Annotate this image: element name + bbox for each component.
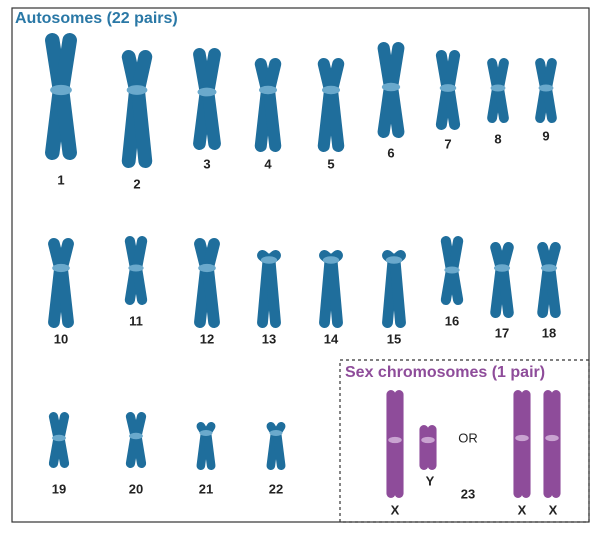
centromere bbox=[538, 84, 554, 92]
chromosome-label: 4 bbox=[264, 156, 272, 171]
chromatid-arm bbox=[201, 48, 221, 99]
centromere bbox=[199, 429, 213, 437]
chromosome-label: 2 bbox=[133, 176, 140, 191]
chromatid-arm bbox=[326, 254, 343, 329]
chromosome-label: 12 bbox=[200, 331, 214, 346]
autosomes-title: Autosomes (22 pairs) bbox=[15, 10, 178, 27]
sex-box bbox=[339, 359, 590, 523]
centromere bbox=[126, 85, 148, 95]
chromatid-arm bbox=[497, 262, 514, 318]
sex-label: Y bbox=[426, 473, 435, 488]
centromere bbox=[515, 434, 529, 442]
chromatid-arm bbox=[443, 82, 461, 130]
chromatid-arm bbox=[131, 83, 153, 168]
sex-label: 23 bbox=[461, 486, 475, 501]
chromosome-label: 1 bbox=[57, 172, 64, 187]
centromere bbox=[421, 436, 435, 444]
chromatid-arm bbox=[55, 433, 70, 468]
centromere bbox=[258, 85, 278, 95]
chromatid-arm bbox=[385, 80, 405, 138]
chromosome-label: 7 bbox=[444, 136, 451, 151]
centromere bbox=[439, 84, 457, 92]
chromatid-arm bbox=[389, 254, 406, 329]
chromatid-arm bbox=[325, 83, 345, 153]
centromere bbox=[322, 256, 340, 264]
centromere bbox=[52, 434, 66, 442]
chromatid-arm bbox=[264, 254, 281, 329]
chromatid-arm bbox=[202, 428, 216, 471]
chromosome-label: 17 bbox=[495, 325, 509, 340]
centromere bbox=[388, 436, 402, 444]
chromosome-label: 9 bbox=[542, 128, 549, 143]
chromosome-label: 11 bbox=[129, 313, 143, 328]
frame bbox=[11, 7, 590, 523]
chromatid-arm bbox=[542, 83, 557, 123]
chromatid-arm bbox=[544, 262, 561, 318]
chromosome-label: 3 bbox=[203, 156, 210, 171]
centromere bbox=[385, 256, 403, 264]
chromatid-arm bbox=[54, 33, 77, 98]
chromosome-label: 14 bbox=[324, 331, 339, 346]
chromatid-arm bbox=[132, 431, 147, 468]
chromosome-label: 22 bbox=[269, 481, 283, 496]
chromatid-arm bbox=[447, 264, 464, 306]
chromosome-label: 20 bbox=[129, 481, 143, 496]
chromatid-arm bbox=[494, 83, 509, 123]
chromatid-arm bbox=[262, 83, 282, 153]
chromatid-arm bbox=[202, 262, 220, 328]
chromatid-arm bbox=[56, 262, 74, 328]
chromosome-label: 8 bbox=[494, 131, 501, 146]
centromere bbox=[493, 264, 511, 272]
sex-label: X bbox=[549, 502, 558, 517]
centromere bbox=[540, 264, 558, 272]
chromosome-label: 5 bbox=[327, 156, 334, 171]
chromatid-arm bbox=[201, 85, 221, 151]
centromere bbox=[444, 266, 460, 274]
chromatid-arm bbox=[272, 428, 286, 471]
centromere bbox=[321, 85, 341, 95]
chromosome-label: 16 bbox=[445, 313, 459, 328]
chromosome-label: 15 bbox=[387, 331, 401, 346]
chromosome-label: 19 bbox=[52, 481, 66, 496]
chromosome-label: 6 bbox=[387, 145, 394, 160]
chromosome-label: 10 bbox=[54, 331, 68, 346]
centromere bbox=[269, 429, 283, 437]
chromatid-arm bbox=[385, 41, 405, 94]
centromere bbox=[198, 263, 216, 273]
sex-title: Sex chromosomes (1 pair) bbox=[345, 364, 545, 381]
centromere bbox=[545, 434, 559, 442]
sex-label: OR bbox=[458, 430, 478, 445]
sex-label: X bbox=[518, 502, 527, 517]
chromosome-label: 13 bbox=[262, 331, 276, 346]
chromatid-arm bbox=[54, 82, 77, 161]
chromatid-arm bbox=[131, 262, 148, 306]
centromere bbox=[260, 256, 278, 264]
centromere bbox=[490, 84, 506, 92]
chromosome-label: 21 bbox=[199, 481, 213, 496]
centromere bbox=[129, 432, 143, 440]
centromere bbox=[128, 264, 144, 272]
centromere bbox=[50, 84, 72, 96]
centromere bbox=[197, 87, 217, 97]
sex-label: X bbox=[391, 502, 400, 517]
centromere bbox=[381, 82, 401, 92]
chromosome-label: 18 bbox=[542, 325, 556, 340]
centromere bbox=[52, 263, 70, 273]
